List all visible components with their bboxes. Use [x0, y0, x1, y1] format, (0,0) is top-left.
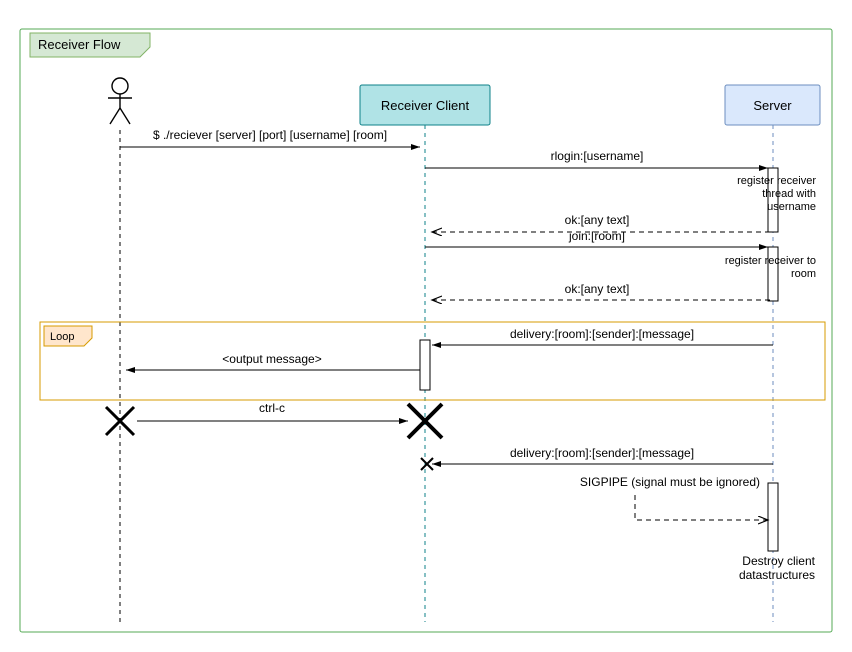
- message-text-5: delivery:[room]:[sender]:[message]: [510, 327, 694, 341]
- annotation-0-line-0: register receiver: [737, 175, 816, 187]
- activation-2: [420, 340, 430, 390]
- actor-head-icon: [112, 78, 128, 94]
- message-text-7: ctrl-c: [259, 401, 285, 415]
- message-text-2: ok:[any text]: [565, 213, 630, 227]
- annotation-0-line-1: thread with: [762, 188, 816, 200]
- actor-leg-r: [120, 108, 130, 124]
- annotation-1-line-0: register receiver to: [725, 255, 816, 267]
- frame-label-text: Receiver Flow: [38, 37, 121, 52]
- annotation-2-line-0: Destroy client: [742, 554, 815, 568]
- actor-leg-l: [110, 108, 120, 124]
- self-message-sigpipe: [635, 495, 768, 520]
- annotation-0-line-2: username: [767, 201, 816, 213]
- annotation-2-line-1: datastructures: [739, 568, 815, 582]
- server-label: Server: [753, 98, 792, 113]
- activation-3: [768, 483, 778, 551]
- message-text-3: join:[room]: [568, 229, 625, 243]
- message-text-6: <output message>: [222, 352, 321, 366]
- annotation-1-line-1: room: [791, 268, 816, 280]
- receiver-label: Receiver Client: [381, 98, 470, 113]
- loop-label: Loop: [50, 331, 74, 343]
- message-text-4: ok:[any text]: [565, 282, 630, 296]
- message-text-1: rlogin:[username]: [551, 149, 644, 163]
- message-text-0: $ ./reciever [server] [port] [username] …: [153, 128, 387, 142]
- message-text-9: SIGPIPE (signal must be ignored): [580, 475, 760, 489]
- loop-frame: [40, 322, 825, 400]
- message-text-8: delivery:[room]:[sender]:[message]: [510, 446, 694, 460]
